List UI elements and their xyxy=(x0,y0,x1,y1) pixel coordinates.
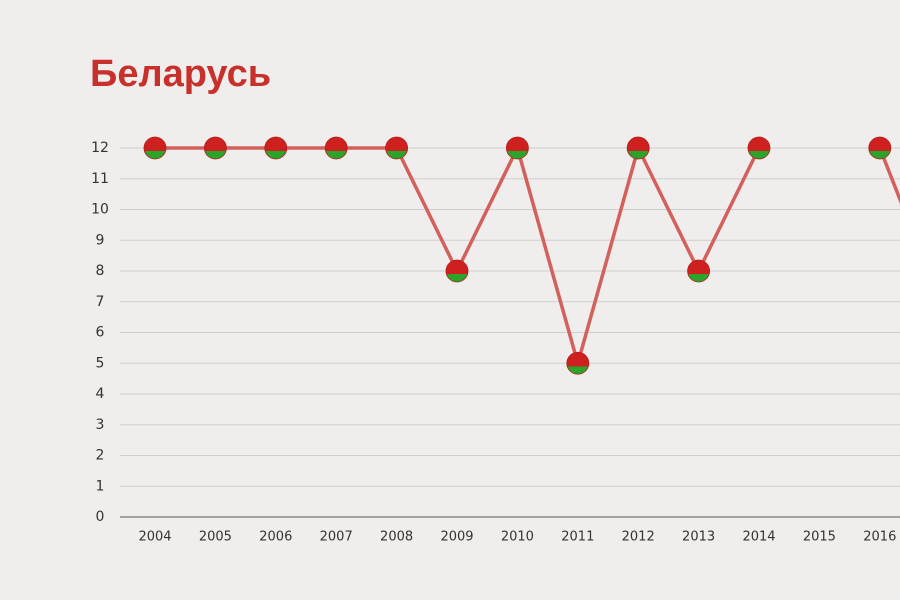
marker xyxy=(626,136,650,160)
y-tick-label: 3 xyxy=(96,417,105,433)
marker xyxy=(143,136,167,160)
y-tick-label: 4 xyxy=(96,386,105,402)
x-tick-label: 2004 xyxy=(138,530,171,545)
x-tick-label: 2013 xyxy=(682,530,715,545)
y-tick-label: 11 xyxy=(91,171,109,187)
y-tick-label: 7 xyxy=(96,294,105,310)
x-tick-label: 2010 xyxy=(501,530,534,545)
marker xyxy=(747,136,771,160)
marker xyxy=(445,259,469,283)
x-tick-label: 2012 xyxy=(622,530,655,545)
y-tick-label: 0 xyxy=(96,509,105,525)
x-tick-label: 2011 xyxy=(561,530,594,545)
y-tick-label: 2 xyxy=(96,448,105,464)
marker xyxy=(868,136,892,160)
marker xyxy=(566,351,590,375)
x-tick-label: 2015 xyxy=(803,530,836,545)
x-tick-label: 2014 xyxy=(742,530,775,545)
x-tick-label: 2016 xyxy=(863,530,896,545)
x-tick-label: 2008 xyxy=(380,530,413,545)
y-tick-label: 5 xyxy=(96,355,105,371)
x-tick-label: 2009 xyxy=(440,530,473,545)
x-tick-label: 2007 xyxy=(320,530,353,545)
y-tick-label: 8 xyxy=(96,263,105,279)
chart-title: Беларусь xyxy=(90,53,271,95)
x-tick-label: 2005 xyxy=(199,530,232,545)
line xyxy=(878,147,900,205)
marker xyxy=(385,136,409,160)
x-tick-label: 2006 xyxy=(259,530,292,545)
y-tick-label: 1 xyxy=(96,478,105,494)
marker xyxy=(506,136,529,160)
marker xyxy=(324,136,348,160)
marker xyxy=(264,136,288,160)
y-tick-label: 9 xyxy=(96,232,105,248)
y-tick-label: 6 xyxy=(96,325,105,341)
y-tick-label: 12 xyxy=(91,140,109,156)
marker xyxy=(203,136,227,160)
y-tick-label: 10 xyxy=(91,202,109,218)
marker xyxy=(687,259,710,283)
